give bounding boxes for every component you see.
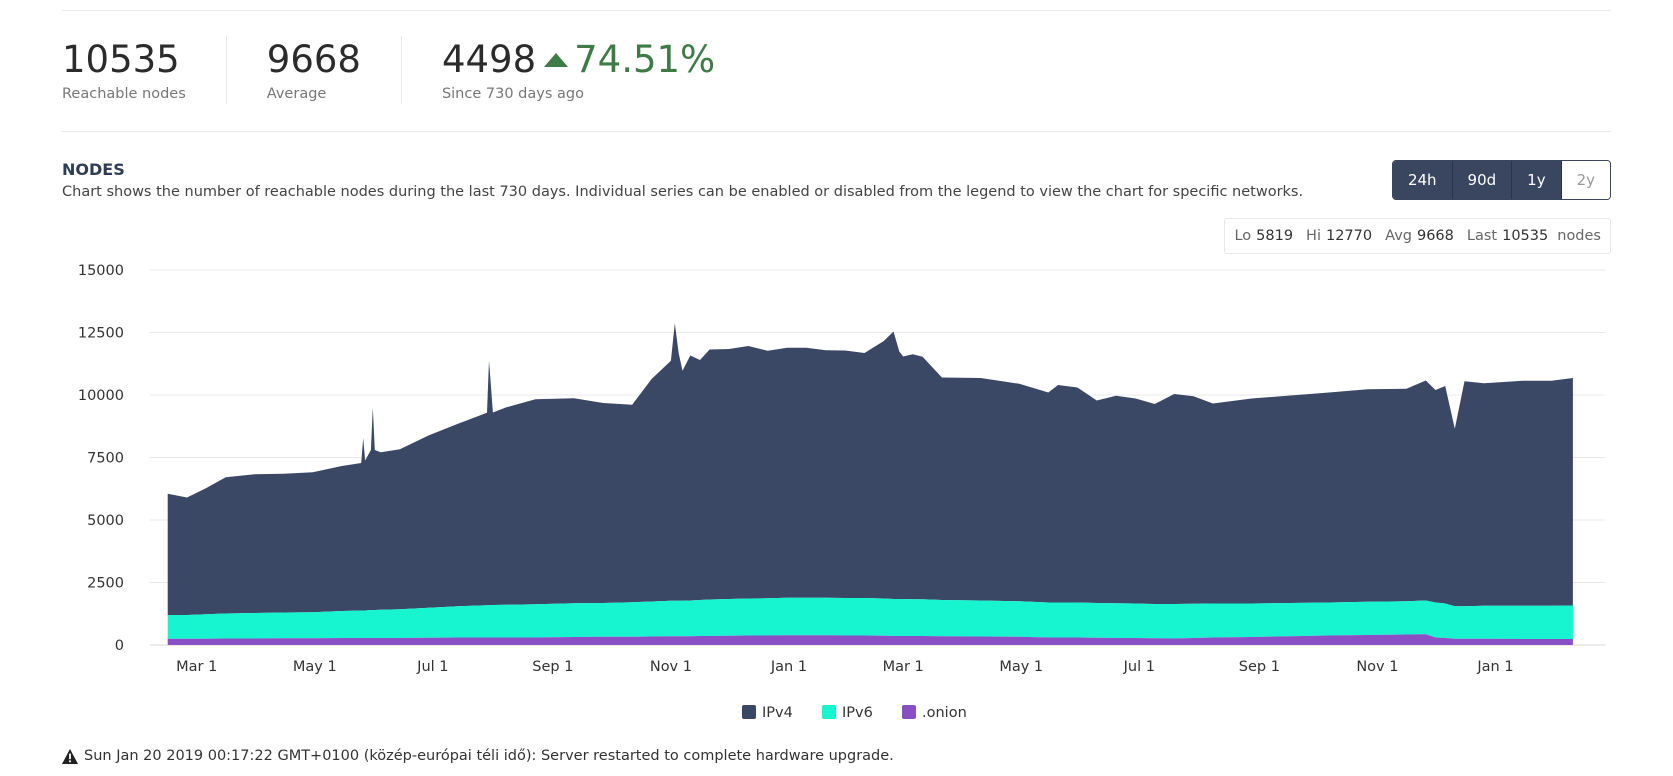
x-tick-label: Jan 1 xyxy=(770,659,807,675)
range-selector: 24h 90d 1y 2y xyxy=(1391,160,1611,200)
legend-swatch xyxy=(902,705,916,719)
stat-change: 4498 74.51% Since 730 days ago xyxy=(400,36,755,104)
y-tick-label: 15000 xyxy=(78,263,124,279)
area-series-IPv4[interactable] xyxy=(167,323,1573,615)
summary-unit: nodes xyxy=(1557,228,1601,244)
x-tick-label: May 1 xyxy=(999,659,1043,675)
y-tick-label: 7500 xyxy=(87,451,124,467)
y-tick-label: 12500 xyxy=(78,326,124,342)
notice-text: Sun Jan 20 2019 00:17:22 GMT+0100 (közép… xyxy=(84,748,894,764)
area-series-IPv6[interactable] xyxy=(167,597,1573,639)
area-series-onion[interactable] xyxy=(167,634,1573,645)
y-tick-label: 0 xyxy=(115,638,124,654)
range-24h-button[interactable]: 24h xyxy=(1392,161,1453,199)
legend-label: .onion xyxy=(922,705,967,721)
change-label: Since 730 days ago xyxy=(441,86,584,102)
average-label: Average xyxy=(266,86,327,102)
range-1y-button[interactable]: 1y xyxy=(1512,161,1562,199)
section-divider xyxy=(62,131,1611,132)
x-tick-label: Nov 1 xyxy=(650,659,692,675)
x-tick-label: Jan 1 xyxy=(1476,659,1513,675)
y-tick-label: 2500 xyxy=(87,576,124,592)
range-90d-button[interactable]: 90d xyxy=(1452,161,1513,199)
x-tick-label: Mar 1 xyxy=(883,659,924,675)
notice: Sun Jan 20 2019 00:17:22 GMT+0100 (közép… xyxy=(62,748,894,764)
x-tick-label: Mar 1 xyxy=(176,659,217,675)
legend-item-IPv4[interactable]: IPv4 xyxy=(742,705,793,721)
summary-hi-label: Hi xyxy=(1306,228,1321,244)
x-tick-label: Jul 1 xyxy=(416,659,448,675)
y-tick-label: 10000 xyxy=(78,388,124,404)
stat-reachable-nodes: 10535 Reachable nodes xyxy=(62,36,226,104)
x-tick-label: Sep 1 xyxy=(532,659,573,675)
legend-item-onion[interactable]: .onion xyxy=(902,705,967,721)
x-tick-label: Jul 1 xyxy=(1123,659,1155,675)
stats-row: 10535 Reachable nodes 9668 Average 4498 … xyxy=(62,36,755,104)
legend-label: IPv4 xyxy=(762,705,793,721)
range-2y-button[interactable]: 2y xyxy=(1561,161,1610,199)
arrow-up-icon xyxy=(544,53,569,67)
legend-swatch xyxy=(822,705,836,719)
x-tick-label: Nov 1 xyxy=(1356,659,1398,675)
reachable-nodes-value: 10535 xyxy=(62,38,180,81)
x-tick-label: Sep 1 xyxy=(1239,659,1280,675)
summary-last-value: 10535 xyxy=(1502,228,1549,244)
reachable-nodes-label: Reachable nodes xyxy=(62,86,186,102)
summary-last-label: Last xyxy=(1466,228,1498,244)
section-description: Chart shows the number of reachable node… xyxy=(62,184,1304,200)
y-tick-label: 5000 xyxy=(87,513,124,529)
x-tick-label: May 1 xyxy=(293,659,337,675)
summary-lo-label: Lo xyxy=(1234,228,1252,244)
section-title: NODES xyxy=(62,160,125,179)
summary-stats: Lo 5819 Hi 12770 Avg 9668 Last 10535 nod… xyxy=(1224,218,1611,254)
summary-lo-value: 5819 xyxy=(1256,228,1294,244)
legend-item-IPv6[interactable]: IPv6 xyxy=(822,705,873,721)
legend-label: IPv6 xyxy=(842,705,873,721)
summary-avg-label: Avg xyxy=(1385,228,1412,244)
summary-avg-value: 9668 xyxy=(1416,228,1454,244)
summary-hi-value: 12770 xyxy=(1325,228,1373,244)
legend-swatch xyxy=(742,705,756,719)
top-divider xyxy=(62,10,1611,11)
average-value: 9668 xyxy=(266,38,361,81)
change-percent: 74.51% xyxy=(574,38,716,81)
change-value: 4498 xyxy=(441,38,537,81)
stat-average: 9668 Average xyxy=(225,36,401,104)
nodes-chart: 0 2500 5000 7500 10000 12500 15000 Mar 1 May 1 J… xyxy=(78,263,1605,721)
warning-icon xyxy=(62,748,78,764)
